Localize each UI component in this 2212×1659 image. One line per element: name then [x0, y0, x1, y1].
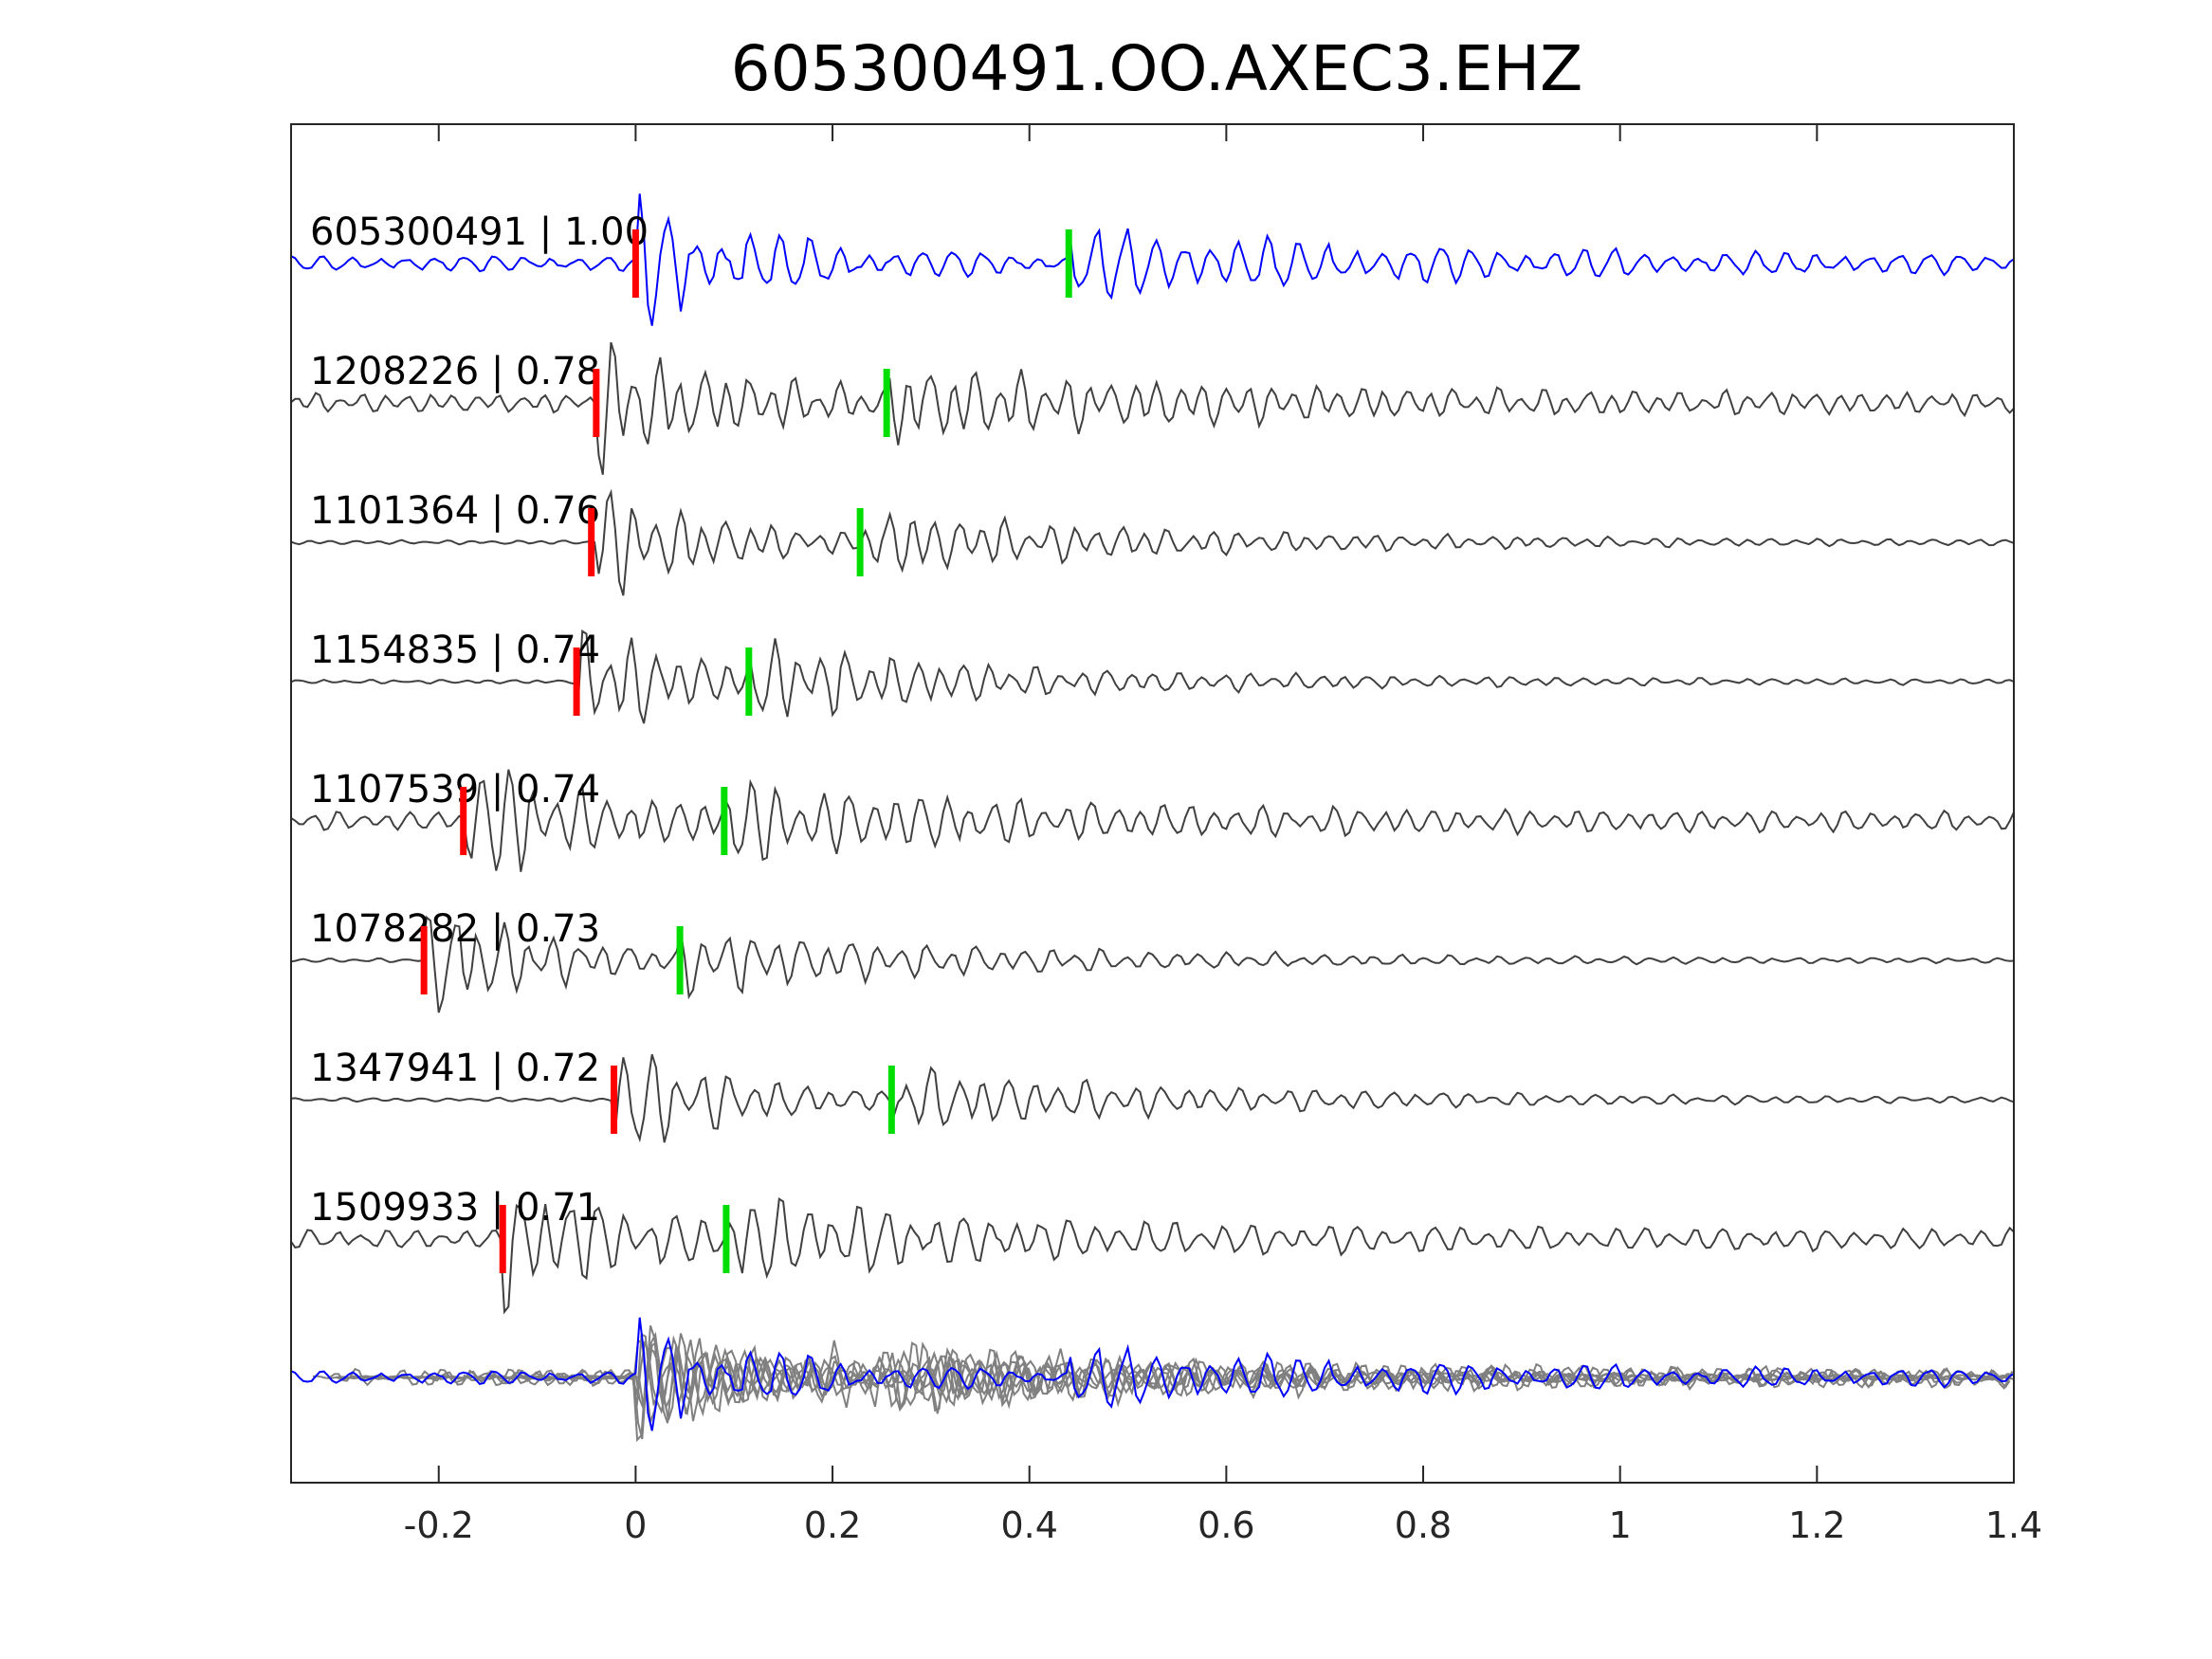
stack-trace-605300491: [290, 1317, 2015, 1431]
trace-line-1107539: [290, 769, 2015, 872]
trace-label-1101364: 1101364 | 0.76: [310, 489, 600, 533]
x-tick-label: 1.2: [1788, 1504, 1845, 1546]
x-axis: -0.2 0 0.2 0.4 0.6 0.8 1 1.2 1.4: [404, 124, 2042, 1546]
stack-trace-1078282: [503, 1339, 2013, 1423]
x-tick-label: 0.4: [1000, 1504, 1057, 1546]
waveform-traces-group: [290, 193, 2015, 1315]
stack-traces-group: [290, 1317, 2015, 1443]
x-tick-label: 1.4: [1985, 1504, 2042, 1546]
x-tick-label: 0.2: [804, 1504, 861, 1546]
x-tick-label: 1: [1609, 1504, 1632, 1546]
chart-title: 605300491.OO.AXEC3.EHZ: [731, 32, 1583, 105]
trace-label-1509933: 1509933 | 0.71: [310, 1186, 600, 1230]
trace-label-1107539: 1107539 | 0.74: [310, 768, 600, 811]
x-tick-label: 0.6: [1197, 1504, 1254, 1546]
trace-line-1347941: [290, 1054, 2015, 1143]
trace-label-1154835: 1154835 | 0.74: [310, 629, 600, 672]
trace-label-1347941: 1347941 | 0.72: [310, 1047, 600, 1090]
trace-label-1208226: 1208226 | 0.78: [310, 350, 600, 393]
trace-label-1078282: 1078282 | 0.73: [310, 907, 600, 951]
x-tick-label: -0.2: [404, 1504, 474, 1546]
trace-line-1208226: [290, 341, 2015, 475]
x-tick-label: 0: [624, 1504, 647, 1546]
trace-line-1078282: [290, 915, 2015, 1013]
x-tick-label: 0.8: [1395, 1504, 1452, 1546]
pick-markers-group: [420, 229, 1072, 1273]
trace-labels-group: 605300491 | 1.00 1208226 | 0.78 1101364 | …: [310, 210, 649, 1230]
trace-line-1101364: [290, 488, 2015, 596]
plot-axes-box: [290, 123, 2015, 1484]
stack-trace-1509933: [423, 1341, 2012, 1443]
trace-line-1509933: [290, 1196, 2015, 1315]
trace-label-605300491: 605300491 | 1.00: [310, 210, 649, 254]
trace-line-605300491: [290, 193, 2015, 326]
